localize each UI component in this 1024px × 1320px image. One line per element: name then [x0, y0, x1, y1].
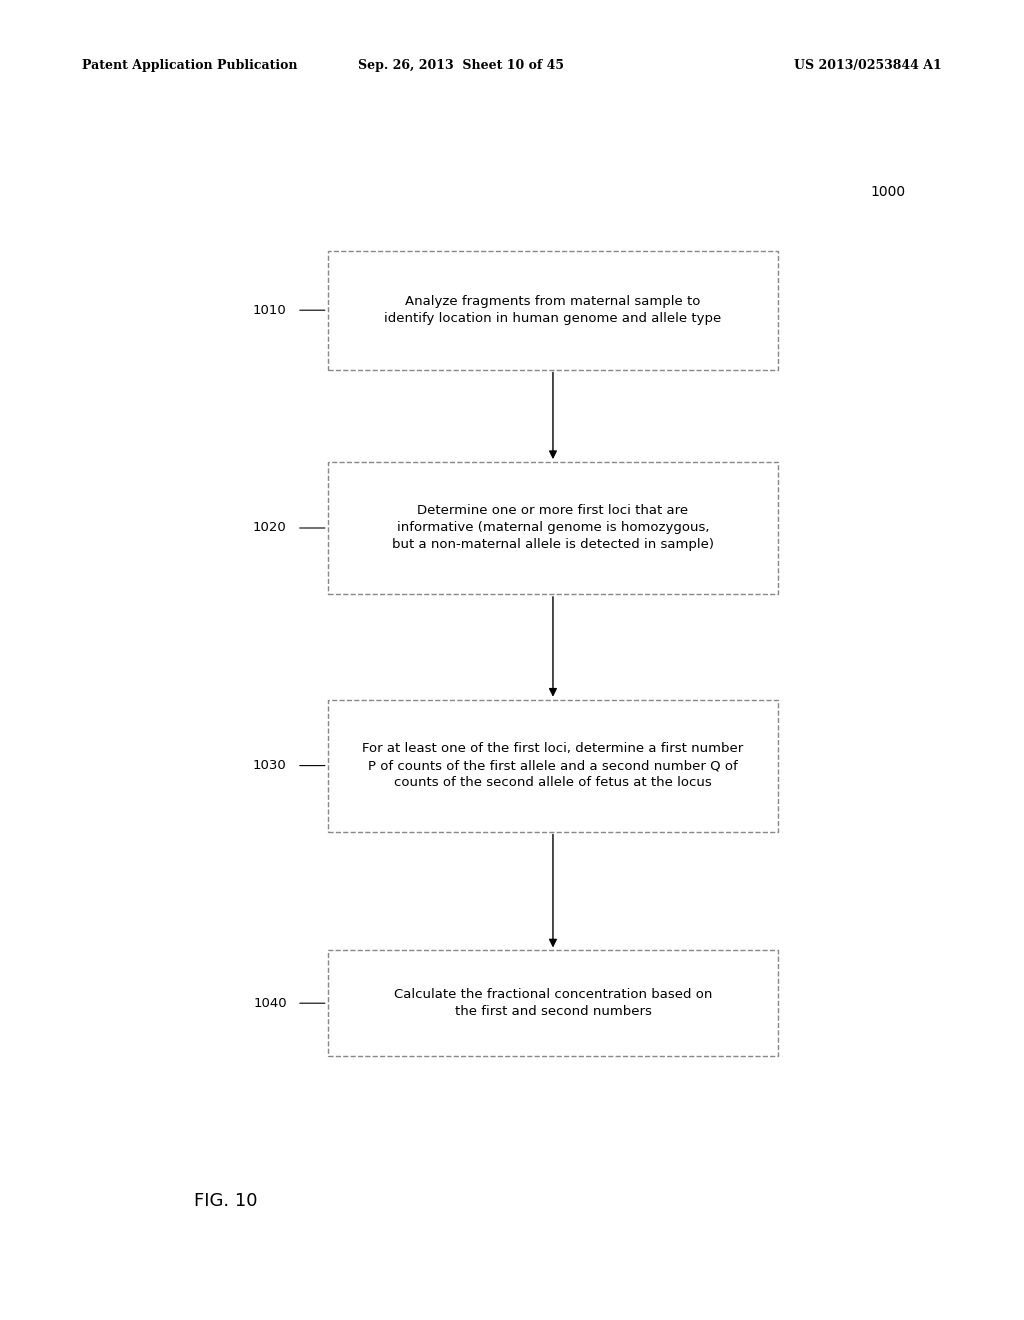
- Text: Calculate the fractional concentration based on
the first and second numbers: Calculate the fractional concentration b…: [394, 989, 712, 1018]
- Text: For at least one of the first loci, determine a first number
P of counts of the : For at least one of the first loci, dete…: [362, 742, 743, 789]
- Text: 1000: 1000: [870, 185, 905, 199]
- Text: 1030: 1030: [253, 759, 287, 772]
- Text: 1010: 1010: [253, 304, 287, 317]
- FancyBboxPatch shape: [328, 251, 778, 370]
- FancyBboxPatch shape: [328, 462, 778, 594]
- Text: 1040: 1040: [253, 997, 287, 1010]
- FancyBboxPatch shape: [328, 700, 778, 832]
- Text: Analyze fragments from maternal sample to
identify location in human genome and : Analyze fragments from maternal sample t…: [384, 296, 722, 325]
- Text: Patent Application Publication: Patent Application Publication: [82, 59, 297, 73]
- Text: Sep. 26, 2013  Sheet 10 of 45: Sep. 26, 2013 Sheet 10 of 45: [357, 59, 564, 73]
- Text: 1020: 1020: [253, 521, 287, 535]
- Text: Determine one or more first loci that are
informative (maternal genome is homozy: Determine one or more first loci that ar…: [392, 504, 714, 552]
- FancyBboxPatch shape: [328, 950, 778, 1056]
- Text: FIG. 10: FIG. 10: [194, 1192, 257, 1210]
- Text: US 2013/0253844 A1: US 2013/0253844 A1: [795, 59, 942, 73]
